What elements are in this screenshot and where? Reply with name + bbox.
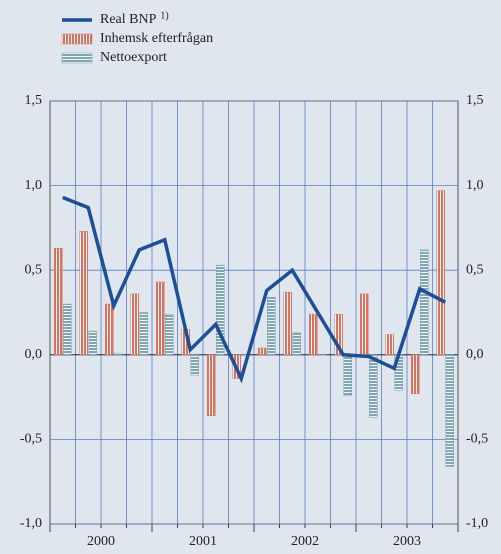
legend-note: 1) — [160, 10, 168, 21]
bar — [369, 354, 378, 418]
bar — [343, 354, 352, 396]
bar — [385, 334, 394, 356]
legend-swatch — [61, 52, 93, 64]
y-tick-label: -0,5 — [20, 432, 42, 447]
year-label: 2002 — [291, 534, 319, 549]
bar — [139, 312, 148, 356]
bar — [436, 190, 445, 356]
y2-tick-label: 0,0 — [466, 347, 484, 362]
bar — [411, 354, 420, 394]
bar — [216, 264, 225, 356]
y2-tick-label: -0,5 — [466, 432, 488, 447]
legend-label: Nettoexport — [100, 50, 167, 65]
bar — [318, 354, 327, 356]
y-tick-label: 0,5 — [25, 262, 43, 277]
bar — [445, 354, 454, 467]
bar — [54, 247, 63, 356]
y-tick-label: 0,0 — [25, 347, 43, 362]
y2-tick-label: 1,5 — [466, 93, 484, 108]
bar — [165, 313, 174, 356]
year-label: 2000 — [87, 534, 115, 549]
bar — [105, 303, 114, 356]
year-label: 2001 — [189, 534, 217, 549]
bar — [63, 303, 72, 356]
legend-label: Inhemsk efterfrågan — [100, 31, 213, 46]
bar — [283, 291, 292, 356]
bar — [130, 293, 139, 356]
bar — [334, 313, 343, 356]
year-label: 2003 — [393, 534, 421, 549]
y2-tick-label: 1,0 — [466, 178, 484, 193]
bar — [267, 297, 276, 356]
legend-label: Real BNP — [100, 12, 157, 27]
bar — [258, 347, 267, 356]
bar — [292, 332, 301, 356]
bar — [88, 330, 97, 356]
bar — [360, 293, 369, 356]
line — [62, 195, 447, 384]
y-tick-label: 1,5 — [25, 93, 43, 108]
legend-swatch — [61, 33, 93, 45]
y-tick-label: -1,0 — [20, 516, 42, 531]
y2-tick-label: 0,5 — [466, 262, 484, 277]
bar — [156, 281, 165, 356]
y2-tick-label: -1,0 — [466, 516, 488, 531]
bar — [79, 231, 88, 356]
bar — [114, 352, 123, 356]
bar — [420, 249, 429, 356]
bar — [207, 354, 216, 416]
bar — [190, 354, 199, 376]
y-tick-label: 1,0 — [25, 178, 43, 193]
bar — [309, 313, 318, 356]
